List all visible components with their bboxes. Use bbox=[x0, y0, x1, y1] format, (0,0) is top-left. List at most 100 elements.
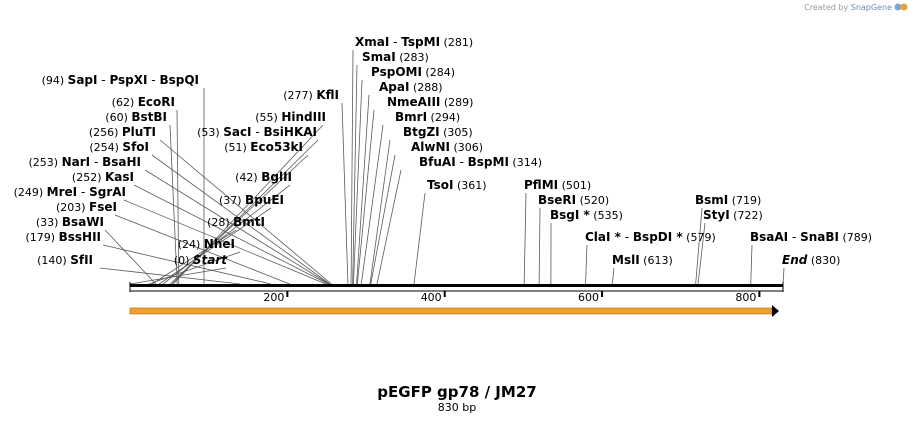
site-label[interactable]: End (830) bbox=[782, 253, 840, 267]
site-label[interactable]: (62) EcoRI bbox=[112, 95, 175, 109]
site-label[interactable]: (24) NheI bbox=[178, 237, 235, 251]
enzyme-name: PspXI bbox=[109, 73, 147, 87]
site-label[interactable]: MslI (613) bbox=[612, 253, 673, 267]
site-label[interactable]: BtgZI (305) bbox=[403, 125, 473, 139]
separator: - bbox=[621, 230, 633, 244]
leader-line bbox=[353, 79, 363, 285]
leader-line bbox=[352, 64, 358, 285]
enzyme-name: BtgZI bbox=[403, 125, 440, 139]
site-label[interactable]: ClaI * - BspDI * (579) bbox=[585, 230, 716, 244]
leader-line bbox=[697, 222, 706, 285]
site-label[interactable]: (28) BmtI bbox=[207, 215, 265, 229]
separator: - bbox=[389, 35, 401, 49]
leader-line bbox=[144, 169, 330, 285]
site-position: (722) bbox=[730, 209, 763, 222]
leader-line bbox=[102, 244, 271, 285]
leader-line bbox=[360, 124, 384, 285]
enzyme-name: FseI bbox=[89, 200, 117, 214]
site-label[interactable]: BsgI * (535) bbox=[550, 208, 623, 222]
site-label[interactable]: (249) MreI - SgrAI bbox=[14, 185, 126, 199]
site-position: (53) bbox=[197, 126, 223, 139]
site-label[interactable]: BsaAI - SnaBI (789) bbox=[750, 230, 872, 244]
enzyme-name: SnaBI bbox=[800, 230, 839, 244]
site-label[interactable]: (33) BsaWI bbox=[36, 215, 104, 229]
leader-line bbox=[151, 229, 237, 285]
site-label[interactable]: (140) SfII bbox=[37, 253, 93, 267]
enzyme-name: AlwNI bbox=[411, 140, 450, 154]
enzyme-name: StyI bbox=[703, 208, 730, 222]
site-label[interactable]: BmrI (294) bbox=[395, 110, 460, 124]
site-position: (253) bbox=[29, 156, 62, 169]
site-label[interactable]: (94) SapI - PspXI - BspQI bbox=[42, 73, 199, 87]
arrow-head-icon bbox=[772, 305, 779, 317]
site-label[interactable]: PspOMI (284) bbox=[371, 65, 455, 79]
leader-line bbox=[369, 139, 391, 285]
site-label[interactable]: BsmI (719) bbox=[695, 193, 761, 207]
site-label[interactable]: NmeAIII (289) bbox=[387, 95, 473, 109]
leader-line bbox=[99, 267, 241, 285]
enzyme-name: BpuEI bbox=[245, 193, 284, 207]
enzyme-name: BmtI bbox=[233, 215, 265, 229]
site-position: (361) bbox=[453, 179, 486, 192]
site-position: (140) bbox=[37, 254, 70, 267]
enzyme-name: MreI bbox=[47, 185, 77, 199]
site-label[interactable]: TsoI (361) bbox=[427, 178, 487, 192]
site-label[interactable]: (179) BssHII bbox=[26, 230, 101, 244]
feature-bar bbox=[129, 307, 773, 315]
site-position: (24) bbox=[178, 238, 204, 251]
site-label[interactable]: (51) Eco53kI bbox=[224, 140, 303, 154]
site-label[interactable]: (253) NarI - BsaHI bbox=[29, 155, 141, 169]
site-label[interactable]: StyI (722) bbox=[703, 208, 763, 222]
site-label[interactable]: BfuAI - BspMI (314) bbox=[419, 155, 542, 169]
site-position: (33) bbox=[36, 216, 62, 229]
enzyme-name: BsaAI bbox=[750, 230, 788, 244]
site-label[interactable]: (53) SacI - BsiHKAI bbox=[197, 125, 317, 139]
leader-line bbox=[413, 192, 426, 285]
site-label[interactable]: (0) Start bbox=[174, 253, 228, 267]
enzyme-name: BglII bbox=[261, 170, 292, 184]
leader-line bbox=[376, 169, 402, 285]
enzyme-name: PspOMI bbox=[371, 65, 422, 79]
site-label[interactable]: (60) BstBI bbox=[105, 110, 167, 124]
site-position: (42) bbox=[235, 171, 261, 184]
site-label[interactable]: AlwNI (306) bbox=[411, 140, 483, 154]
site-label[interactable]: (37) BpuEI bbox=[219, 193, 284, 207]
axis-ticks: 200 400 600 800 bbox=[129, 282, 784, 304]
snapgene-logo-icon bbox=[894, 3, 908, 11]
site-position: (203) bbox=[56, 201, 89, 214]
site-position: (249) bbox=[14, 186, 47, 199]
site-label[interactable]: (55) HindIII bbox=[255, 110, 326, 124]
site-label[interactable]: XmaI - TspMI (281) bbox=[355, 35, 473, 49]
feature-arrow bbox=[129, 305, 779, 317]
site-position: (254) bbox=[89, 141, 122, 154]
site-label[interactable]: BseRI (520) bbox=[538, 193, 609, 207]
enzyme-name: BssHII bbox=[59, 230, 101, 244]
credit-text: Created by SnapGene bbox=[804, 3, 892, 12]
enzyme-name: SfII bbox=[70, 253, 93, 267]
site-position: (306) bbox=[450, 141, 483, 154]
site-label[interactable]: SmaI (283) bbox=[362, 50, 429, 64]
map-title: pEGFP gp78 / JM27 bbox=[377, 383, 536, 401]
site-position: (28) bbox=[207, 216, 233, 229]
site-label[interactable]: (203) FseI bbox=[56, 200, 117, 214]
separator: - bbox=[147, 73, 159, 87]
site-label[interactable]: (256) PluTI bbox=[89, 125, 156, 139]
enzyme-name: BspDI bbox=[633, 230, 672, 244]
enzyme-name: Eco53kI bbox=[250, 140, 303, 154]
enzyme-name: KflI bbox=[316, 88, 339, 102]
site-label[interactable]: PflMI (501) bbox=[524, 178, 591, 192]
leader-line bbox=[538, 207, 541, 285]
leader-line bbox=[169, 154, 309, 285]
separator: - bbox=[456, 155, 468, 169]
site-label[interactable]: (277) KflI bbox=[283, 88, 339, 102]
enzyme-name: NheI bbox=[204, 237, 235, 251]
site-label[interactable]: ApaI (288) bbox=[379, 80, 443, 94]
site-label[interactable]: (42) BglII bbox=[235, 170, 292, 184]
enzyme-name: SacI bbox=[223, 125, 251, 139]
site-label[interactable]: (254) SfoI bbox=[89, 140, 149, 154]
enzyme-name: Start bbox=[193, 253, 228, 267]
enzyme-name: BsiHKAI bbox=[264, 125, 318, 139]
site-label[interactable]: (252) KasI bbox=[72, 170, 134, 184]
leader-line bbox=[782, 267, 785, 285]
